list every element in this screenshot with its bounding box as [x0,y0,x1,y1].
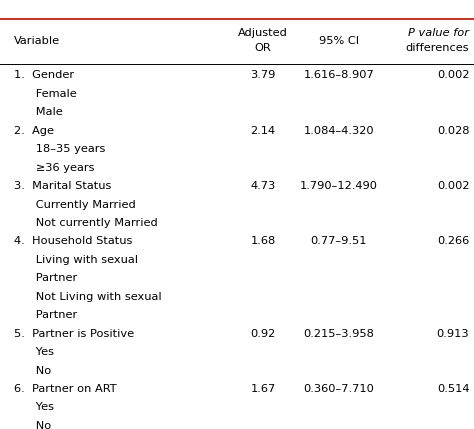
Text: Variable: Variable [14,36,60,46]
Text: 0.360–7.710: 0.360–7.710 [303,384,374,394]
Text: Not currently Married: Not currently Married [14,218,158,228]
Text: 1.790–12.490: 1.790–12.490 [300,181,378,191]
Text: ​P​ value for: ​P​ value for [409,28,469,38]
Text: Partner: Partner [14,273,77,283]
Text: 1.616–8.907: 1.616–8.907 [303,70,374,80]
Text: 0.002: 0.002 [437,70,469,80]
Text: 0.215–3.958: 0.215–3.958 [303,329,374,338]
Text: 0.514: 0.514 [437,384,469,394]
Text: 2.  Age: 2. Age [14,126,54,136]
Text: 0.77–9.51: 0.77–9.51 [310,236,367,246]
Text: differences: differences [406,43,469,54]
Text: Partner: Partner [14,310,77,320]
Text: OR: OR [255,43,272,54]
Text: 0.92: 0.92 [250,329,276,338]
Text: 1.67: 1.67 [250,384,276,394]
Text: 18–35 years: 18–35 years [14,144,106,154]
Text: 0.266: 0.266 [437,236,469,246]
Text: 3.  Marital Status: 3. Marital Status [14,181,111,191]
Text: 4.  Household Status: 4. Household Status [14,236,133,246]
Text: Adjusted: Adjusted [238,28,288,38]
Text: 3.79: 3.79 [250,70,276,80]
Text: 1.68: 1.68 [250,236,276,246]
Text: 0.002: 0.002 [437,181,469,191]
Text: 95% CI: 95% CI [319,36,359,46]
Text: No: No [14,366,52,375]
Text: Not Living with sexual: Not Living with sexual [14,292,162,302]
Text: No: No [14,421,52,429]
Text: 1.  Gender: 1. Gender [14,70,74,80]
Text: Female: Female [14,89,77,99]
Text: 0.028: 0.028 [437,126,469,136]
Text: Currently Married: Currently Married [14,199,136,209]
Text: 5.  Partner is Positive: 5. Partner is Positive [14,329,134,338]
Text: 6.  Partner on ART: 6. Partner on ART [14,384,117,394]
Text: ≥36 years: ≥36 years [14,163,95,172]
Text: Yes: Yes [14,347,54,357]
Text: 2.14: 2.14 [250,126,276,136]
Text: 0.913: 0.913 [437,329,469,338]
Text: Yes: Yes [14,402,54,412]
Text: 4.73: 4.73 [250,181,276,191]
Text: Male: Male [14,107,63,117]
Text: 1.084–4.320: 1.084–4.320 [304,126,374,136]
Text: Living with sexual: Living with sexual [14,255,138,265]
